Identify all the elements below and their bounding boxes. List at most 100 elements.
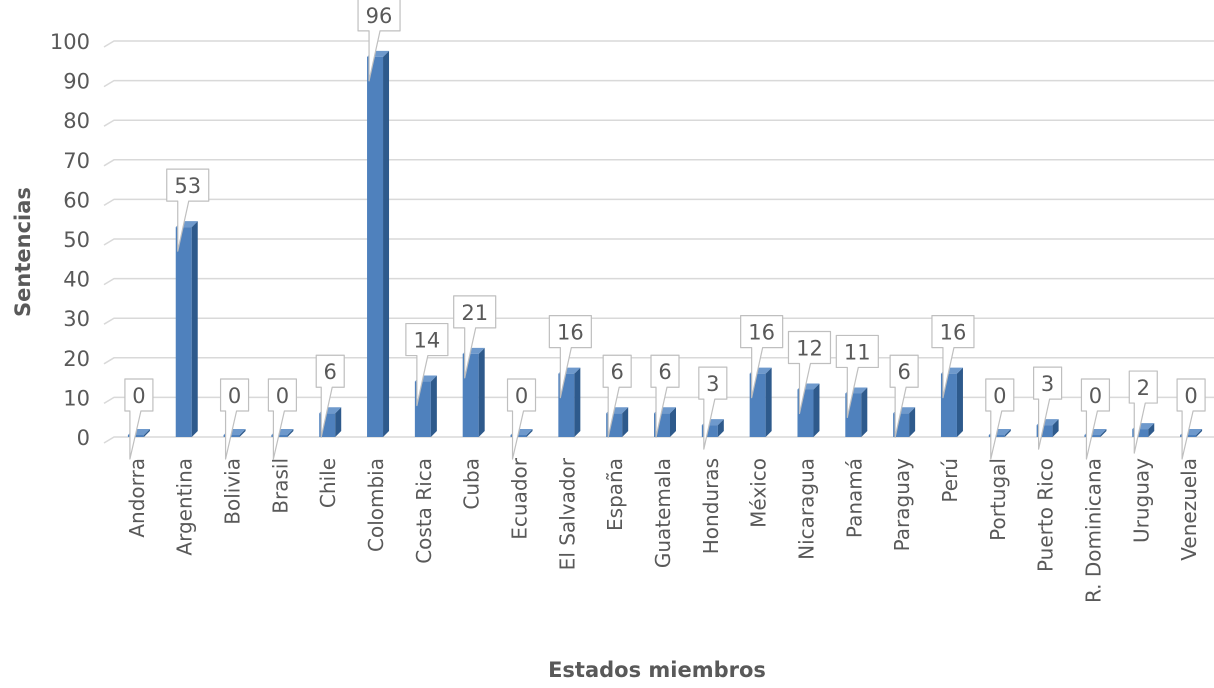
data-label-text: 16: [748, 321, 775, 345]
x-tick-label: Venezuela: [1177, 458, 1201, 561]
data-label-text: 6: [897, 360, 910, 384]
data-label-text: 0: [993, 384, 1006, 408]
data-label-box: [166, 168, 210, 252]
y-tick-label: 0: [77, 426, 90, 450]
data-label: 3: [698, 366, 728, 450]
gridline: [103, 40, 1214, 48]
bar-side: [813, 383, 820, 437]
data-label: 0: [124, 378, 154, 460]
data-label: 0: [1176, 378, 1206, 460]
y-axis-title: Sentencias: [6, 62, 40, 442]
data-label: 3: [1033, 366, 1063, 450]
y-tick-label: 40: [63, 268, 90, 292]
data-label-text: 0: [132, 384, 145, 408]
bar-side: [1196, 429, 1203, 437]
bar-side: [1100, 429, 1107, 437]
data-label-box: [357, 0, 401, 82]
data-label-box: [1176, 378, 1206, 460]
gridline: [103, 436, 1214, 444]
gridline: [103, 277, 1214, 286]
x-tick-label: Puerto Rico: [1034, 458, 1058, 572]
data-label-text: 21: [461, 301, 488, 325]
data-label: 0: [1080, 378, 1111, 460]
data-label-text: 16: [940, 321, 967, 345]
y-tick-label: 80: [63, 109, 90, 133]
bar-side: [956, 367, 963, 437]
bar-side: [335, 407, 342, 437]
y-tick-label: 50: [63, 228, 90, 252]
y-tick-label: 70: [63, 149, 90, 173]
data-label-text: 16: [557, 321, 584, 345]
bar-front: [127, 435, 144, 437]
bar-side: [1148, 423, 1155, 437]
x-tick-label: El Salvador: [555, 457, 579, 570]
data-label-box: [650, 354, 680, 438]
data-label-box: [698, 366, 728, 450]
bar-front: [462, 353, 479, 437]
data-label-text: 53: [174, 174, 201, 198]
data-label: 21: [453, 295, 497, 379]
data-label-box: [1033, 366, 1063, 450]
bar-front: [1036, 425, 1053, 437]
data-label-box: [506, 378, 537, 460]
bar-side: [143, 429, 150, 437]
data-label-text: 0: [1089, 384, 1102, 408]
data-label-text: 14: [414, 329, 441, 353]
x-tick-label: Panamá: [842, 458, 866, 538]
data-label-text: 0: [1184, 384, 1197, 408]
y-tick-label: 60: [63, 188, 90, 212]
data-label: 11: [835, 334, 879, 419]
data-label: 16: [931, 315, 975, 399]
bar-paraguay: [893, 407, 916, 437]
bar-side: [670, 407, 676, 437]
data-label-box: [405, 322, 449, 407]
x-axis-ticks: Andorra Argentina Bolivia Brasil Chile Colomb…: [125, 457, 1201, 603]
x-tick-label: Nicaragua: [794, 458, 818, 560]
data-label-text: 0: [515, 384, 528, 408]
gridline: [103, 119, 1214, 127]
x-tick-label: Cuba: [460, 458, 484, 510]
data-label-box: [453, 295, 497, 379]
data-label-box: [985, 378, 1015, 460]
data-label: 2: [1128, 370, 1158, 454]
bar-front: [1132, 429, 1149, 437]
bar-front: [1084, 435, 1101, 437]
data-label-text: 6: [658, 360, 671, 384]
data-label-text: 0: [228, 384, 241, 408]
bar-side: [383, 50, 390, 438]
data-label: 6: [602, 354, 632, 438]
y-tick-label: 100: [50, 30, 90, 54]
data-label-box: [267, 378, 297, 460]
data-label-text: 2: [1137, 376, 1150, 400]
y-tick-label: 10: [63, 386, 90, 410]
gridline: [103, 159, 1214, 167]
bar-front: [1180, 435, 1197, 437]
data-label-box: [602, 354, 632, 438]
x-tick-label: R. Dominicana: [1081, 458, 1105, 603]
data-label: 0: [267, 378, 297, 460]
bar-side: [526, 429, 533, 437]
bar-side: [909, 407, 916, 437]
data-label-box: [740, 315, 784, 399]
data-label: 16: [740, 315, 784, 399]
x-tick-label: España: [603, 458, 627, 531]
y-tick-label: 20: [63, 347, 90, 371]
x-tick-label: Andorra: [125, 458, 149, 538]
bar-side: [765, 367, 772, 437]
x-axis-title: Estados miembros: [548, 658, 766, 682]
data-labels: 0 53 0 0 6 96 14 21 0 16 6 6 3 16 12 11 6 16 0 3 0 2 0: [124, 0, 1206, 460]
data-label-text: 12: [796, 336, 823, 360]
bar-front: [510, 435, 527, 437]
x-tick-label: Brasil: [268, 458, 292, 514]
data-label-box: [1080, 378, 1111, 460]
bar-side: [574, 367, 581, 437]
bar-front: [175, 227, 192, 437]
data-label: 14: [405, 322, 449, 407]
data-label: 16: [548, 315, 592, 399]
bar-colombia: [367, 50, 390, 438]
bar-side: [1004, 429, 1011, 437]
data-label-text: 0: [276, 384, 289, 408]
bar-side: [430, 375, 437, 437]
